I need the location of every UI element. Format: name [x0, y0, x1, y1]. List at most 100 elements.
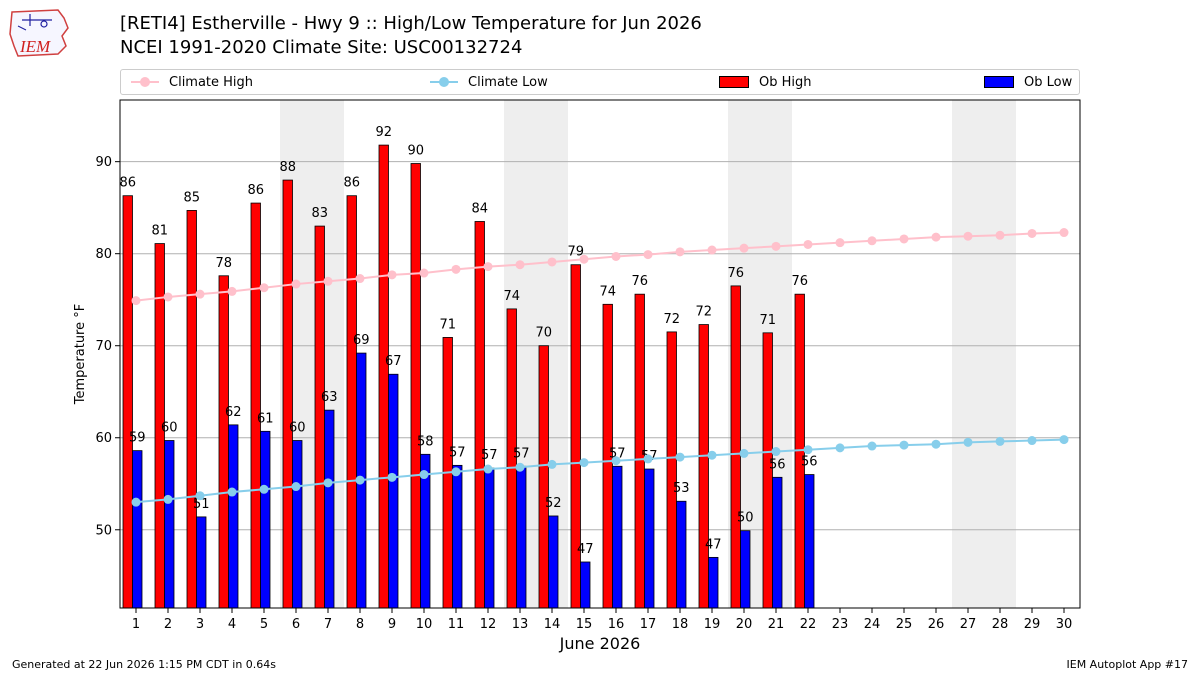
- climate-high-point: [739, 243, 749, 253]
- climate-low-line: [135, 438, 1065, 504]
- ob-low-label: 51: [193, 497, 210, 512]
- climate-low-point: [387, 472, 397, 482]
- climate-low-point: [643, 454, 653, 464]
- x-tick-label: 22: [800, 617, 817, 632]
- ob-high-bar: [186, 210, 197, 609]
- y-axis-label: Temperature °F: [73, 304, 88, 405]
- legend-item-ob-high: Ob High: [719, 73, 812, 91]
- ob-low-label: 56: [801, 455, 818, 470]
- x-tick-label: 28: [992, 617, 1009, 632]
- climate-low-point: [803, 445, 813, 455]
- climate-low-point: [771, 447, 781, 457]
- x-tick-label: 7: [324, 617, 332, 632]
- ob-low-label: 53: [673, 481, 690, 496]
- climate-low-point: [227, 487, 237, 497]
- climate-high-point: [419, 268, 429, 278]
- x-tick-label: 2: [164, 617, 172, 632]
- ob-high-label: 92: [375, 125, 392, 140]
- ob-high-label: 79: [567, 245, 584, 260]
- ob-low-bar: [164, 440, 175, 609]
- climate-high-point: [387, 270, 397, 280]
- ob-low-label: 47: [705, 537, 722, 552]
- ob-high-label: 76: [631, 274, 648, 289]
- x-tick-label: 27: [960, 617, 977, 632]
- y-tick-label: 60: [95, 431, 112, 446]
- ob-low-bar: [676, 500, 687, 609]
- ob-low-label: 52: [545, 496, 562, 511]
- ob-high-label: 74: [599, 284, 616, 299]
- climate-low-point: [419, 470, 429, 480]
- x-tick-label: 5: [260, 617, 268, 632]
- climate-low-point: [355, 475, 365, 485]
- x-tick-label: 26: [928, 617, 945, 632]
- climate-low-point: [931, 439, 941, 449]
- x-tick-label: 11: [448, 617, 465, 632]
- ob-low-label: 60: [289, 421, 306, 436]
- ob-high-label: 90: [407, 144, 424, 159]
- ob-high-bar: [218, 275, 229, 609]
- climate-high-line: [135, 231, 1065, 302]
- chart-title: [RETI4] Estherville - Hwy 9 :: High/Low …: [120, 13, 702, 34]
- x-tick-label: 29: [1024, 617, 1041, 632]
- ob-low-label: 57: [481, 448, 498, 463]
- climate-low-point: [291, 482, 301, 492]
- climate-high-point: [291, 279, 301, 289]
- ob-low-label: 62: [225, 405, 242, 420]
- climate-low-point: [995, 436, 1005, 446]
- x-tick-label: 18: [672, 617, 689, 632]
- ob-high-label: 84: [471, 201, 488, 216]
- x-tick-label: 10: [416, 617, 433, 632]
- climate-high-point: [643, 250, 653, 260]
- x-tick-label: 24: [864, 617, 881, 632]
- climate-high-point: [771, 241, 781, 251]
- climate-low-point: [899, 440, 909, 450]
- ob-high-bar: [474, 221, 485, 609]
- ob-low-bar: [612, 465, 623, 609]
- climate-high-point: [515, 260, 525, 270]
- climate-low-point: [131, 497, 141, 507]
- ob-low-label: 60: [161, 421, 178, 436]
- climate-high-point: [867, 236, 877, 246]
- legend-item-ob-low: Ob Low: [984, 73, 1072, 91]
- climate-low-point: [867, 441, 877, 451]
- chart-legend: Climate High Climate Low Ob High Ob Low: [120, 69, 1080, 95]
- ob-high-label: 83: [311, 206, 328, 221]
- ob-high-bar: [314, 225, 325, 609]
- climate-low-point: [675, 452, 685, 462]
- logo-text: IEM: [19, 37, 51, 56]
- climate-high-point: [547, 257, 557, 267]
- climate-low-point: [963, 437, 973, 447]
- climate-high-point: [1059, 228, 1069, 238]
- legend-swatch-climate-low: [430, 75, 458, 89]
- ob-low-bar: [452, 464, 463, 609]
- ob-high-label: 72: [663, 312, 680, 327]
- ob-high-bar: [378, 144, 389, 609]
- legend-swatch-climate-high: [131, 75, 159, 89]
- climate-low-point: [707, 450, 717, 460]
- climate-low-point: [195, 491, 205, 501]
- ob-low-label: 63: [321, 390, 338, 405]
- y-tick-label: 70: [95, 339, 112, 354]
- ob-high-label: 76: [727, 266, 744, 281]
- ob-high-label: 86: [119, 176, 136, 191]
- y-tick-label: 50: [95, 523, 112, 538]
- x-tick-label: 3: [196, 617, 204, 632]
- climate-low-point: [835, 443, 845, 453]
- ob-high-bar: [410, 163, 421, 609]
- climate-low-point: [579, 458, 589, 468]
- legend-label-climate-high: Climate High: [169, 74, 254, 90]
- climate-low-point: [163, 494, 173, 504]
- climate-low-point: [547, 459, 557, 469]
- climate-high-point: [195, 289, 205, 299]
- x-tick-label: 15: [576, 617, 593, 632]
- ob-low-bar: [644, 468, 655, 609]
- climate-low-point: [1059, 435, 1069, 445]
- footer-app: IEM Autoplot App #17: [1066, 658, 1189, 671]
- legend-swatch-ob-low: [984, 76, 1014, 88]
- climate-high-point: [675, 247, 685, 257]
- x-tick-label: 6: [292, 617, 300, 632]
- x-tick-label: 1: [132, 617, 140, 632]
- climate-high-point: [835, 238, 845, 248]
- x-tick-label: 4: [228, 617, 236, 632]
